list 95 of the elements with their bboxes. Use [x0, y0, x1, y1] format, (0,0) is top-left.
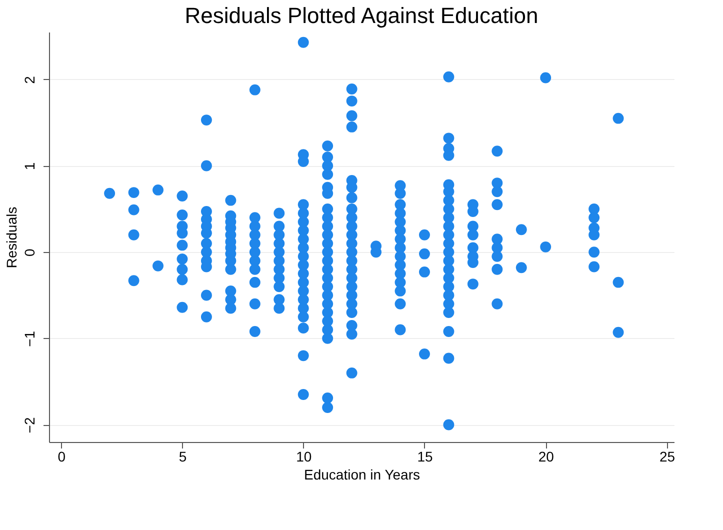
- point: [516, 262, 527, 274]
- point: [346, 307, 358, 318]
- point: [225, 194, 236, 206]
- point: [274, 208, 285, 219]
- point: [298, 389, 309, 400]
- point: [200, 311, 212, 322]
- point: [612, 112, 624, 124]
- point: [443, 71, 454, 82]
- y-tick-label: 0: [22, 248, 38, 257]
- point: [176, 254, 188, 264]
- point: [298, 311, 309, 322]
- point: [419, 348, 430, 360]
- y-tick-label: −1: [22, 330, 38, 347]
- point: [249, 326, 260, 337]
- point: [492, 186, 503, 198]
- y-tick-label: −2: [22, 417, 38, 434]
- point: [128, 204, 140, 216]
- point: [176, 274, 188, 286]
- point: [249, 246, 260, 258]
- point: [274, 281, 285, 292]
- point: [346, 110, 358, 122]
- point: [128, 275, 140, 286]
- point: [176, 302, 188, 313]
- point: [588, 261, 600, 272]
- point: [176, 190, 188, 202]
- point: [492, 250, 503, 262]
- point: [152, 184, 164, 196]
- point: [394, 285, 406, 296]
- point: [588, 212, 600, 224]
- point: [176, 210, 188, 220]
- point: [200, 160, 212, 172]
- point: [346, 96, 358, 107]
- point: [540, 241, 552, 252]
- point: [346, 192, 358, 204]
- point: [419, 266, 430, 278]
- point: [298, 36, 309, 48]
- point: [176, 264, 188, 275]
- y-axis-title: Residuals: [4, 206, 20, 268]
- x-axis-title: Education in Years: [304, 466, 420, 482]
- point: [249, 264, 260, 275]
- y-tick-label: 1: [22, 162, 38, 170]
- point: [152, 260, 164, 272]
- point: [467, 229, 478, 240]
- point: [176, 240, 188, 251]
- point: [128, 187, 140, 198]
- point: [419, 229, 430, 240]
- point: [443, 352, 454, 364]
- point: [612, 276, 624, 288]
- point: [394, 324, 406, 336]
- point: [322, 168, 334, 180]
- chart-title: Residuals Plotted Against Education: [184, 3, 538, 28]
- point: [249, 84, 260, 96]
- point: [200, 290, 212, 301]
- point: [492, 146, 503, 157]
- point: [612, 326, 624, 338]
- point: [322, 402, 334, 413]
- point: [225, 264, 236, 275]
- point: [200, 246, 212, 258]
- point: [346, 121, 358, 132]
- point: [200, 114, 212, 126]
- point: [443, 326, 454, 337]
- x-tick-label: 0: [58, 448, 66, 464]
- point: [249, 298, 260, 310]
- point: [322, 392, 334, 404]
- point: [298, 350, 309, 362]
- x-tick-label: 15: [417, 448, 433, 464]
- point: [322, 332, 334, 344]
- point: [516, 224, 527, 236]
- y-tick-label: 2: [22, 76, 38, 84]
- point: [104, 188, 116, 199]
- point: [419, 248, 430, 260]
- x-tick-label: 25: [659, 448, 676, 464]
- point: [492, 264, 503, 275]
- point: [274, 302, 285, 314]
- point: [467, 278, 478, 290]
- x-tick-label: 10: [296, 448, 312, 464]
- x-tick-label: 5: [178, 448, 187, 464]
- point: [443, 132, 454, 144]
- point: [588, 246, 600, 258]
- point: [322, 246, 334, 258]
- point: [394, 298, 406, 310]
- point: [128, 229, 140, 240]
- point: [492, 199, 503, 210]
- point: [492, 298, 503, 310]
- point: [346, 84, 358, 94]
- point: [443, 307, 454, 318]
- point: [322, 140, 334, 152]
- point: [540, 72, 552, 84]
- point: [249, 276, 260, 288]
- point: [346, 367, 358, 378]
- point: [298, 322, 309, 334]
- point: [225, 302, 236, 314]
- point: [346, 328, 358, 340]
- x-tick-label: 20: [538, 448, 554, 464]
- point: [443, 419, 454, 430]
